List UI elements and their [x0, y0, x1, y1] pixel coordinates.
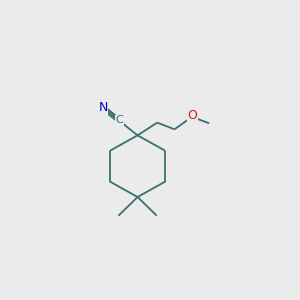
Text: O: O	[188, 109, 197, 122]
Text: N: N	[98, 101, 108, 114]
Text: C: C	[115, 115, 123, 125]
